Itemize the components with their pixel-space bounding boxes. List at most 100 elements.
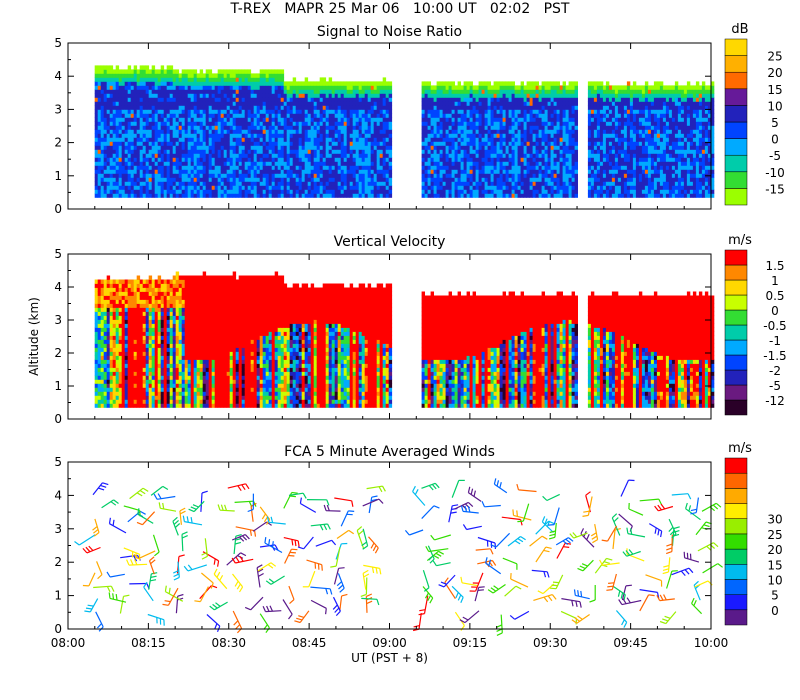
heatmap-cell	[343, 161, 348, 166]
heatmap-cell	[436, 141, 440, 146]
heatmap-cell	[532, 153, 536, 158]
heatmap-cell	[532, 145, 536, 150]
heatmap-cell	[517, 125, 521, 130]
heatmap-cell	[106, 189, 111, 194]
heatmap-cell	[454, 177, 458, 182]
heatmap-cell	[154, 105, 159, 110]
heatmap-cell	[466, 81, 470, 86]
heatmap-cell	[361, 157, 366, 162]
heatmap-cell	[469, 89, 473, 94]
heatmap-cell	[596, 165, 601, 170]
heatmap-cell	[523, 125, 527, 130]
heatmap-cell	[265, 157, 270, 162]
heatmap-cell	[100, 69, 105, 74]
heatmap-cell	[385, 133, 390, 138]
heatmap-cell	[556, 165, 560, 170]
heatmap-cell	[599, 189, 604, 194]
heatmap-cell	[355, 117, 360, 122]
heatmap-cell	[250, 81, 255, 86]
heatmap-cell	[343, 121, 348, 126]
heatmap-cell	[280, 161, 285, 166]
heatmap-cell	[550, 125, 554, 130]
heatmap-cell	[157, 101, 162, 106]
heatmap-cell	[331, 117, 336, 122]
heatmap-cell	[139, 81, 144, 86]
heatmap-cell	[496, 117, 500, 122]
heatmap-cell	[175, 129, 180, 134]
heatmap-cell	[502, 97, 506, 102]
heatmap-cell	[559, 189, 563, 194]
heatmap-cell	[442, 125, 446, 130]
heatmap-cell	[466, 173, 470, 178]
heatmap-cell	[457, 149, 461, 154]
heatmap-cell	[358, 113, 363, 118]
heatmap-cell	[623, 129, 628, 134]
heatmap-cell	[172, 97, 177, 102]
heatmap-cell	[565, 185, 569, 190]
heatmap-cell	[550, 133, 554, 138]
heatmap-cell	[190, 113, 195, 118]
heatmap-cell	[587, 185, 592, 190]
heatmap-cell	[599, 177, 604, 182]
heatmap-cell	[571, 109, 575, 114]
heatmap-cell	[623, 173, 628, 178]
heatmap-cell	[331, 157, 336, 162]
heatmap-cell	[421, 149, 425, 154]
heatmap-cell	[301, 109, 306, 114]
heatmap-cell	[280, 105, 285, 110]
heatmap-cell	[466, 137, 470, 142]
heatmap-cell	[130, 109, 135, 114]
heatmap-cell	[463, 89, 467, 94]
heatmap-cell	[593, 97, 598, 102]
heatmap-cell	[626, 129, 631, 134]
heatmap-cell	[433, 173, 437, 178]
heatmap-cell	[421, 165, 425, 170]
heatmap-cell	[97, 89, 102, 94]
heatmap-cell	[596, 145, 601, 150]
heatmap-cell	[184, 193, 189, 198]
heatmap-cell	[565, 157, 569, 162]
heatmap-cell	[181, 133, 186, 138]
heatmap-cell	[493, 189, 497, 194]
heatmap-cell	[310, 117, 315, 122]
heatmap-cell	[193, 113, 198, 118]
heatmap-cell	[337, 101, 342, 106]
heatmap-cell	[163, 173, 168, 178]
heatmap-cell	[596, 185, 601, 190]
heatmap-cell	[466, 189, 470, 194]
heatmap-cell	[596, 93, 601, 98]
heatmap-cell	[166, 73, 171, 78]
heatmap-cell	[184, 157, 189, 162]
heatmap-cell	[433, 93, 437, 98]
heatmap-cell	[424, 109, 428, 114]
heatmap-cell	[184, 169, 189, 174]
heatmap-cell	[626, 125, 631, 130]
heatmap-cell	[298, 181, 303, 186]
heatmap-cell	[175, 85, 180, 90]
heatmap-cell	[424, 121, 428, 126]
heatmap-cell	[109, 109, 114, 114]
heatmap-cell	[241, 157, 246, 162]
heatmap-cell	[463, 85, 467, 90]
heatmap-cell	[151, 121, 156, 126]
heatmap-cell	[262, 93, 267, 98]
heatmap-cell	[535, 133, 539, 138]
heatmap-cell	[334, 133, 339, 138]
heatmap-cell	[175, 69, 180, 74]
heatmap-cell	[94, 101, 99, 106]
heatmap-cell	[115, 101, 120, 106]
heatmap-cell	[388, 165, 393, 170]
heatmap-cell	[313, 133, 318, 138]
heatmap-cell	[620, 149, 625, 154]
heatmap-cell	[526, 185, 530, 190]
heatmap-cell	[199, 169, 204, 174]
heatmap-cell	[178, 89, 183, 94]
heatmap-cell	[196, 117, 201, 122]
heatmap-cell	[124, 149, 129, 154]
heatmap-cell	[493, 181, 497, 186]
heatmap-cell	[310, 177, 315, 182]
heatmap-cell	[154, 177, 159, 182]
heatmap-cell	[472, 161, 476, 166]
heatmap-cell	[262, 193, 267, 198]
heatmap-cell	[608, 121, 613, 126]
